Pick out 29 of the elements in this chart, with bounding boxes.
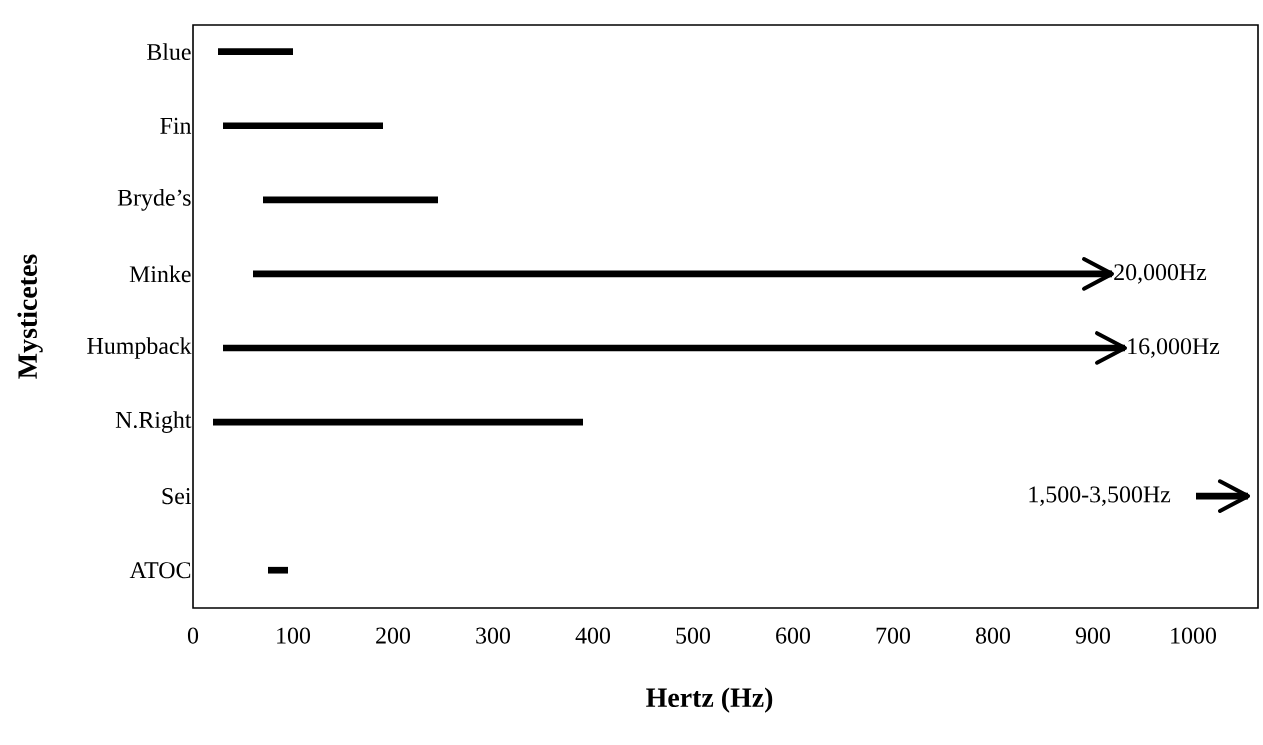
y-tick-label: Fin [160,117,192,134]
annotation: 16,000Hz [1128,338,1220,358]
y-tick-label: Bryde’s [117,188,191,211]
y-tick-label: ATOC [129,562,191,579]
y-tick-label: Humpback [87,337,192,359]
bar [213,418,584,426]
x-tick-label: 800 [975,627,1011,644]
x-tick-label: 300 [476,627,511,644]
y-tick-label: Sei [162,488,192,505]
y-tick-label: Blue [147,43,191,61]
y-tick-label: Minke [129,265,191,283]
bar [263,196,439,204]
x-tick-label: 600 [776,627,811,644]
x-tick-label: 0 [187,627,199,644]
x-axis-title: Hertz (Hz) [646,687,773,713]
bar [268,566,289,574]
annotation: 1,500-3,500Hz [1029,486,1171,506]
x-tick-label: 200 [376,627,411,644]
x-tick-label: 400 [575,627,611,644]
y-axis-title: Mysticetes [17,254,43,379]
x-tick-label: 100 [277,627,311,644]
x-tick-label: 900 [1075,627,1111,644]
y-tick-label: N.Right [115,411,192,433]
x-tick-label: 500 [676,627,711,644]
bar [223,122,384,130]
x-tick-label: 1000 [1171,627,1216,644]
bar [218,48,294,55]
annotation: 20,000Hz [1114,264,1207,284]
x-tick-label: 700 [876,627,911,644]
